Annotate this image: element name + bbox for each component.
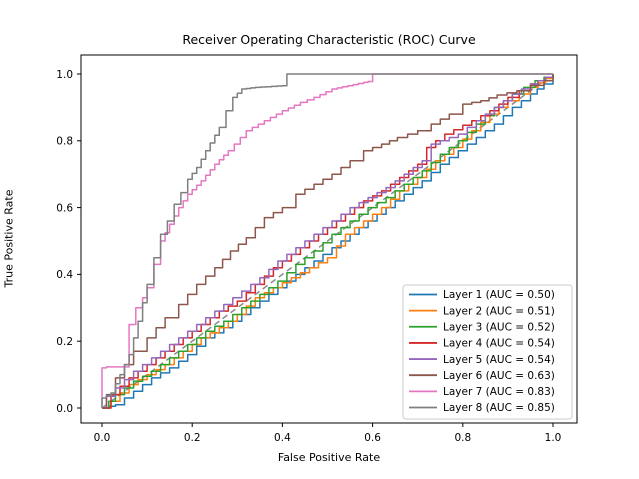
y-tick-label: 1.0 bbox=[56, 69, 73, 81]
x-tick-label: 0.2 bbox=[184, 432, 201, 444]
roc-curve-layer-6 bbox=[102, 74, 554, 409]
roc-curve-layer-3 bbox=[102, 74, 554, 409]
legend-label: Layer 2 (AUC = 0.51) bbox=[443, 305, 555, 317]
x-tick-label: 0.8 bbox=[454, 432, 471, 444]
legend-label: Layer 5 (AUC = 0.54) bbox=[443, 354, 555, 366]
x-tick-label: 0.0 bbox=[94, 432, 111, 444]
legend-label: Layer 4 (AUC = 0.54) bbox=[443, 338, 555, 350]
plot-frame bbox=[80, 54, 578, 424]
legend-label: Layer 8 (AUC = 0.85) bbox=[443, 402, 555, 414]
legend-label: Layer 3 (AUC = 0.52) bbox=[443, 321, 555, 333]
x-tick-label: 0.4 bbox=[274, 432, 291, 444]
roc-curve-layer-5 bbox=[102, 74, 554, 409]
chance-diagonal bbox=[101, 73, 554, 409]
roc-curve-layer-1 bbox=[102, 74, 554, 409]
legend-label: Layer 1 (AUC = 0.50) bbox=[443, 289, 555, 301]
y-axis-label: True Positive Rate bbox=[2, 189, 16, 288]
x-axis-label: False Positive Rate bbox=[277, 451, 381, 464]
y-tick-label: 0.8 bbox=[56, 136, 73, 148]
x-tick-label: 0.6 bbox=[364, 432, 381, 444]
roc-curve-layer-8 bbox=[101, 73, 553, 408]
legend-label: Layer 7 (AUC = 0.83) bbox=[443, 386, 555, 398]
legend-label: Layer 6 (AUC = 0.63) bbox=[443, 370, 555, 382]
legend-box bbox=[402, 284, 573, 420]
y-tick-label: 0.2 bbox=[56, 336, 73, 348]
y-tick-label: 0.0 bbox=[56, 403, 73, 415]
roc-curve-layer-2 bbox=[102, 74, 554, 409]
chart-title: Receiver Operating Characteristic (ROC) … bbox=[182, 32, 476, 47]
x-tick-label: 1.0 bbox=[545, 432, 562, 444]
y-tick-label: 0.6 bbox=[56, 202, 73, 214]
y-tick-label: 0.4 bbox=[56, 269, 73, 281]
